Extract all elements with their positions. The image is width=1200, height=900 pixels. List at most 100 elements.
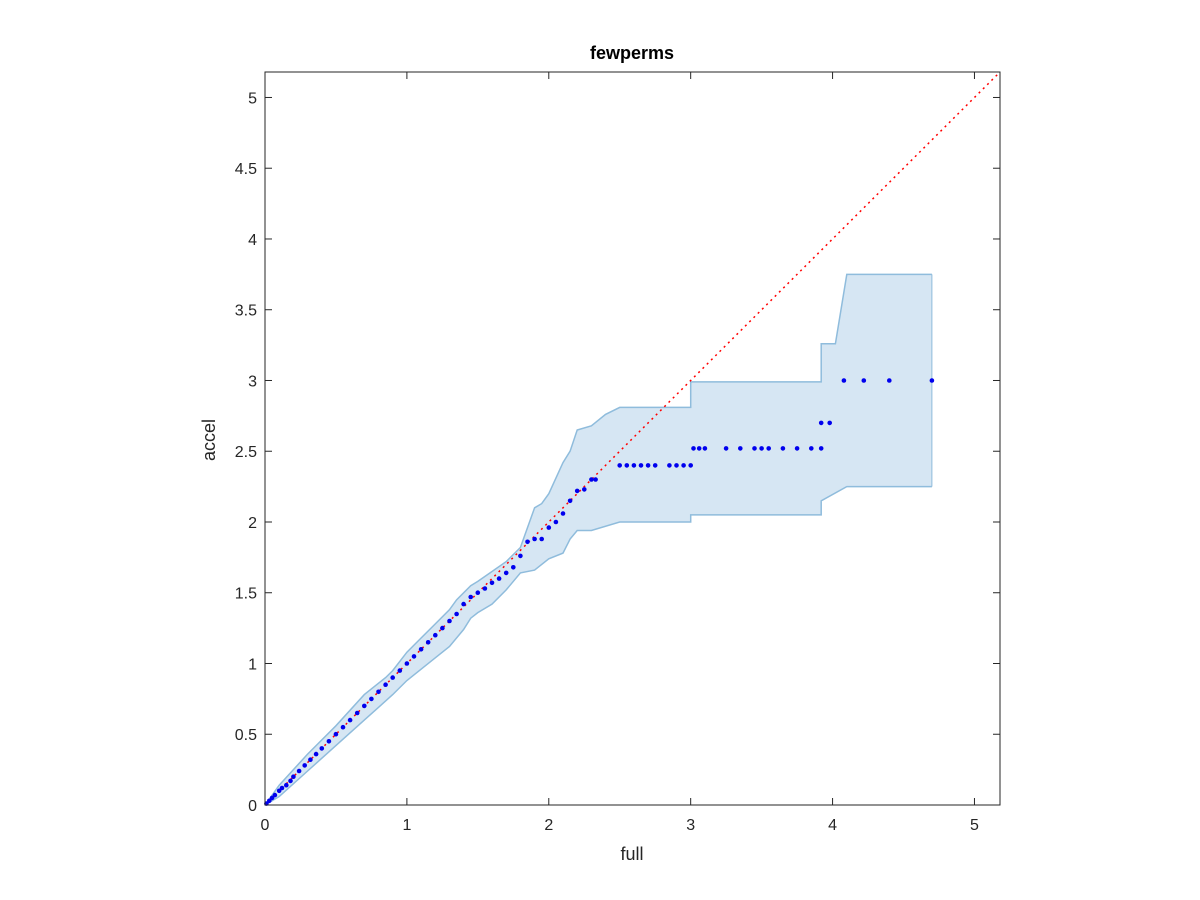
data-point [376,689,381,695]
band-fill [265,274,932,805]
confidence-band [264,273,933,806]
data-point [482,586,488,591]
data-point [308,757,313,762]
y-tick-label: 5 [248,90,257,107]
band-lower-edge [264,485,932,806]
data-point [284,782,289,788]
data-point [532,536,537,542]
y-tick-label: 1 [248,656,257,673]
band-upper-edge [264,273,932,806]
data-point [475,590,481,595]
chart-title: fewperms [590,43,674,63]
data-point [766,446,771,451]
data-point [674,463,679,468]
data-point [272,792,278,798]
data-point [861,378,867,383]
data-point [645,463,651,468]
data-point [354,710,360,716]
x-tick-label: 3 [686,817,695,834]
x-axis-label: full [620,844,643,864]
data-point [440,625,445,631]
data-point [267,798,272,804]
y-tick-label: 2.5 [235,444,257,461]
data-point [503,570,509,576]
data-point [794,446,800,451]
data-point [567,498,573,504]
data-point [425,640,431,645]
x-axis-ticks: 0 1 2 3 4 5 [261,72,979,834]
data-point [691,446,696,451]
y-tick-label: 3 [248,373,257,390]
data-point [638,463,644,468]
data-point [827,420,832,426]
data-point [447,618,452,624]
data-point [738,446,743,451]
data-point [887,378,892,383]
x-tick-label: 2 [544,817,553,834]
data-point [518,553,523,559]
y-tick-label: 0.5 [235,727,257,744]
data-point [411,654,417,659]
data-point [468,594,474,600]
reference-line [264,71,1001,806]
data-point [818,446,824,451]
data-points [264,378,935,806]
data-point [383,682,388,687]
data-point [667,463,672,468]
data-point [560,511,566,516]
data-point [688,463,693,468]
data-point [539,536,544,542]
data-point [582,487,587,492]
data-point [362,703,367,709]
data-point [296,768,302,774]
data-point [369,696,374,702]
y-tick-label: 4.5 [235,161,257,178]
y-tick-label: 3.5 [235,303,257,320]
plot-frame [264,71,1001,806]
data-point [288,778,293,784]
x-tick-label: 1 [402,817,411,834]
x-tick-label: 0 [261,817,270,834]
data-point [489,580,495,586]
data-point [496,576,502,581]
data-point [546,525,552,530]
data-point [340,724,346,730]
y-tick-label: 2 [248,515,257,532]
data-point [841,378,847,383]
data-point [525,539,530,545]
data-point [929,378,935,383]
data-point [593,477,598,482]
data-point [589,477,594,482]
y-axis-label: accel [199,419,219,461]
data-point [624,463,630,468]
data-point [696,446,702,451]
data-point [269,795,275,801]
identity-line [264,71,1001,806]
data-point [454,611,459,617]
data-point [279,785,285,791]
data-point [553,519,559,525]
data-point [752,446,757,451]
data-point [461,601,466,607]
data-point [631,463,637,468]
data-point [809,446,814,451]
data-point [511,565,516,570]
data-point [404,661,410,666]
data-point [291,774,296,779]
data-point [397,668,403,673]
data-point [319,746,325,751]
data-point [418,647,424,652]
data-point [302,763,308,768]
data-point [313,751,319,757]
y-axis-ticks: 0 0.5 1 1.5 2 2.5 3 3.5 4 4.5 5 [235,90,1000,815]
data-point [702,446,708,451]
data-point [390,675,396,680]
x-tick-label: 4 [828,817,837,834]
data-point [574,488,580,494]
data-point [617,463,622,468]
data-point [276,788,282,794]
data-point [780,446,786,451]
data-point [433,632,438,638]
data-point [333,731,339,737]
